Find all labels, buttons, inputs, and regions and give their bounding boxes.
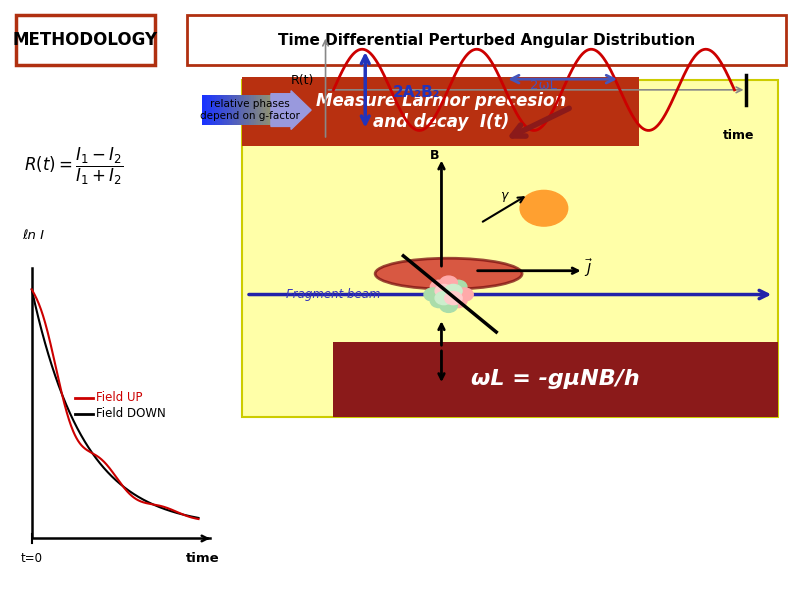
Bar	[244, 95, 247, 125]
Bar	[205, 95, 208, 125]
Bar	[256, 95, 260, 125]
Bar	[207, 95, 210, 125]
Text: t=0: t=0	[21, 552, 43, 565]
Bar	[242, 77, 639, 146]
Text: time: time	[723, 129, 754, 142]
Circle shape	[449, 295, 467, 308]
Bar	[261, 95, 264, 125]
Bar	[268, 95, 272, 125]
Text: Field DOWN: Field DOWN	[96, 408, 166, 421]
Bar	[225, 95, 228, 125]
Bar	[253, 95, 256, 125]
Bar	[271, 95, 274, 125]
Bar	[214, 95, 218, 125]
Text: 2A₂B₂: 2A₂B₂	[393, 84, 441, 100]
Bar	[217, 95, 220, 125]
Bar	[212, 95, 215, 125]
Circle shape	[445, 284, 462, 298]
FancyBboxPatch shape	[187, 15, 786, 65]
Circle shape	[445, 292, 462, 305]
Bar	[234, 95, 237, 125]
Circle shape	[440, 299, 457, 312]
Bar	[241, 95, 245, 125]
Text: R(t): R(t)	[291, 74, 314, 87]
Bar	[266, 95, 269, 125]
Bar	[251, 95, 254, 125]
Bar	[242, 80, 778, 416]
Bar	[448, 387, 456, 414]
Bar	[202, 95, 206, 125]
Text: γ: γ	[500, 189, 507, 202]
Bar	[232, 95, 235, 125]
Text: B: B	[430, 149, 440, 162]
Bar	[237, 95, 240, 125]
Bar	[227, 95, 230, 125]
Circle shape	[449, 280, 467, 293]
Text: ℓn I: ℓn I	[22, 228, 44, 242]
Text: Measure Larmor precesion
and decay  I(t): Measure Larmor precesion and decay I(t)	[315, 92, 566, 131]
Bar	[333, 342, 778, 416]
Circle shape	[435, 292, 453, 305]
Text: Fragment beam: Fragment beam	[286, 288, 380, 301]
Text: Time Differential Perturbed Angular Distribution: Time Differential Perturbed Angular Dist…	[278, 33, 695, 48]
Bar	[429, 387, 437, 414]
Circle shape	[456, 288, 473, 301]
Bar	[222, 95, 225, 125]
Bar	[246, 95, 249, 125]
Bar	[259, 95, 262, 125]
Ellipse shape	[375, 258, 522, 289]
Text: relative phases
depend on g-factor: relative phases depend on g-factor	[200, 99, 300, 121]
Text: 2ωL: 2ωL	[530, 79, 557, 92]
FancyBboxPatch shape	[16, 15, 155, 65]
Bar	[219, 95, 223, 125]
Text: time: time	[186, 552, 219, 565]
Bar	[429, 408, 456, 414]
Text: Field UP: Field UP	[96, 391, 143, 404]
Circle shape	[435, 284, 453, 298]
Text: METHODOLOGY: METHODOLOGY	[13, 31, 158, 49]
Circle shape	[520, 190, 568, 226]
Circle shape	[430, 295, 448, 308]
Bar	[210, 95, 213, 125]
Text: $R(t) = \dfrac{I_1 - I_2}{I_1 + I_2}$: $R(t) = \dfrac{I_1 - I_2}{I_1 + I_2}$	[24, 146, 123, 187]
Bar	[264, 95, 267, 125]
Circle shape	[440, 276, 457, 289]
Bar	[229, 95, 233, 125]
Text: ωL = -gμNB/h: ωL = -gμNB/h	[472, 369, 640, 389]
FancyArrow shape	[271, 91, 311, 130]
Circle shape	[424, 288, 441, 301]
Bar	[249, 95, 252, 125]
Text: $\vec{J}$: $\vec{J}$	[584, 257, 593, 278]
Circle shape	[430, 280, 448, 293]
Bar	[273, 95, 276, 125]
Bar	[239, 95, 242, 125]
